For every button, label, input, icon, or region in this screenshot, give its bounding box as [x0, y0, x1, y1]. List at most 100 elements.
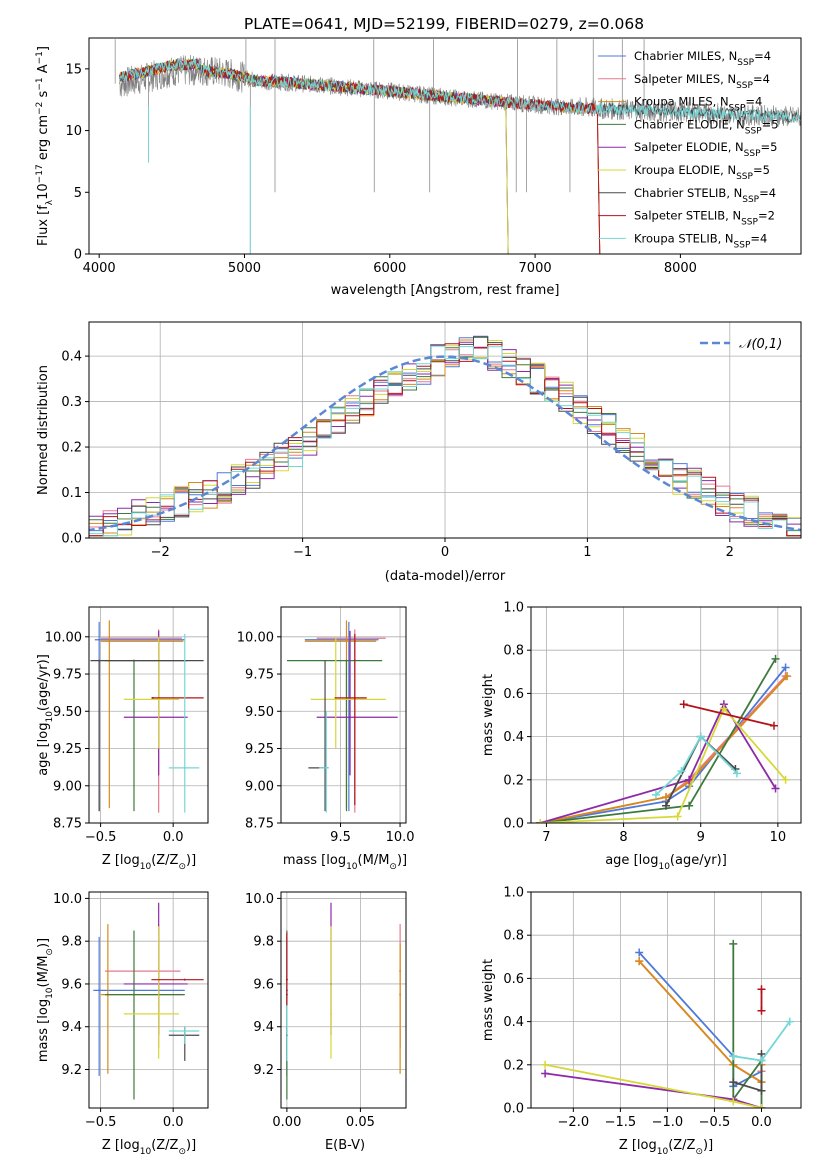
x-tick-label: 6000: [373, 261, 406, 276]
y-tick-label: 15: [65, 62, 82, 77]
label-part: =4: [750, 231, 767, 245]
y-tick-label: 9.75: [53, 668, 82, 683]
label-part: erg cm: [36, 115, 51, 164]
label-part: (Z/Z: [151, 853, 178, 868]
label-part: Flux [f: [36, 205, 51, 246]
legend-entry-ChabrierSTELIB: Chabrier STELIB, NSSP=4: [634, 186, 776, 205]
x-tick-label: 1: [583, 545, 591, 560]
y-tick-label: 0.8: [503, 929, 524, 944]
plot-area: [281, 607, 406, 823]
x-tick-label: −0.5: [85, 1115, 117, 1130]
legend-entry-SalpeterELODIE: Salpeter ELODIE, NSSP=5: [634, 140, 777, 159]
label-part: =2: [758, 209, 775, 223]
label-part: SSP: [741, 218, 758, 228]
marker-KroupaELODIE: [757, 1104, 766, 1108]
label-part: mass [log: [36, 999, 51, 1062]
axes-frame: [530, 606, 802, 824]
series-KroupaELODIE: [540, 706, 787, 823]
y-tick-label: 0.4: [503, 730, 524, 745]
plot-area: [114, 39, 801, 254]
point-KroupaELODIE: [334, 698, 337, 701]
label-part: ⊙: [695, 1147, 703, 1157]
y-tick-label: 0.4: [61, 350, 82, 365]
figure-title: PLATE=0641, MJD=52199, FIBERID=0279, z=0…: [244, 15, 644, 33]
y-tick-label: 9.8: [61, 935, 82, 950]
point-KroupaSTELIB: [325, 766, 328, 769]
label-part: −1: [35, 77, 45, 90]
point-KroupaELODIE: [330, 1012, 332, 1015]
y-tick-label: 0.2: [503, 1058, 524, 1073]
x-tick-label: −2: [151, 545, 170, 560]
label-part: 10: [140, 1147, 152, 1157]
x-tick-label: 7000: [519, 261, 552, 276]
marker-KroupaSTELIB: [651, 790, 660, 799]
label-part: )]: [186, 853, 196, 868]
label-part: ⊙: [45, 948, 55, 956]
label-part: ⊙: [389, 862, 397, 872]
y-tick-label: 0.1: [61, 486, 82, 501]
marker-KroupaSTELIB: [729, 1052, 738, 1061]
x-tick-label: 0.0: [751, 1115, 772, 1130]
y-tick-label: 8.75: [53, 817, 82, 832]
legend-entry-SalpeterMILES: Salpeter MILES, NSSP=4: [634, 72, 770, 91]
label-part: )]: [703, 1138, 713, 1153]
label-part: Z [log: [102, 1138, 140, 1153]
x-tick-label: 10: [770, 830, 787, 845]
legend-entry-ChabrierMILES: Chabrier MILES, NSSP=4: [634, 49, 771, 68]
point-SalpeterSTELIB: [353, 696, 356, 699]
legend-entry-KroupaMILES: Kroupa MILES, NSSP=4: [634, 95, 762, 114]
label-part: SSP: [729, 104, 746, 114]
label-part: )]: [36, 938, 51, 948]
point-KroupaELODIE: [157, 1012, 160, 1015]
x-tick-label: −1.5: [605, 1115, 637, 1130]
x-axis-label: Z [log10(Z/Z⊙)]: [619, 1138, 713, 1157]
series-KroupaELODIE: [544, 1063, 762, 1108]
y-tick-label: 0.3: [61, 395, 82, 410]
series-SalpeterSTELIB: [683, 703, 775, 727]
marker-SalpeterSTELIB: [770, 721, 778, 730]
label-part: (Z/Z: [668, 1138, 695, 1153]
y-axis-label: age [log10(age/yr)]: [36, 654, 55, 776]
y-tick-label: 10.0: [245, 892, 274, 907]
x-axis-label: (data-model)/error: [385, 569, 506, 584]
marker-SalpeterELODIE: [685, 775, 694, 784]
spectrum-legend: Chabrier MILES, NSSP=4 Salpeter MILES, NS…: [598, 49, 779, 250]
y-tick-label: 9.4: [253, 1020, 274, 1035]
y-tick-label: 8.75: [245, 817, 274, 832]
label-part: =4: [759, 186, 776, 200]
point-ChabrierSTELIB: [98, 659, 101, 662]
point-KroupaMILES: [108, 640, 111, 643]
plot-area: [89, 607, 208, 823]
label-part: Chabrier STELIB, N: [634, 186, 742, 200]
data-spectrum: [119, 54, 801, 128]
label-part: )]: [397, 853, 407, 868]
label-part: 10: [657, 1147, 669, 1157]
plot-area: [531, 892, 801, 1108]
marker-KroupaSTELIB: [696, 732, 705, 741]
y-axis-label: Flux [fλ10−17 erg cm−2 s−1 A−1]: [35, 46, 55, 246]
point-SalpeterSTELIB: [285, 978, 288, 981]
point-ChabrierELODIE: [345, 659, 348, 662]
label-part: (age/yr)]: [36, 654, 51, 711]
x-axis-label: Z [log10(Z/Z⊙)]: [102, 1138, 196, 1157]
y-axis-label: mass weight: [481, 674, 496, 756]
y-tick-label: 0.0: [503, 1102, 524, 1117]
x-tick-label: 9.5: [330, 830, 351, 845]
x-tick-label: 5000: [228, 261, 261, 276]
legend-entry-SalpeterSTELIB: Salpeter STELIB, NSSP=2: [634, 209, 775, 228]
series-SalpeterELODIE: [544, 1072, 762, 1108]
histogram-KroupaSTELIB: [89, 345, 801, 537]
x-tick-label: 0.0: [163, 1115, 184, 1130]
plot-area: [531, 607, 801, 823]
point-SalpeterSTELIB: [183, 978, 186, 981]
legend-entry-KroupaELODIE: Kroupa ELODIE, NSSP=5: [634, 163, 770, 182]
label-part: −2: [35, 102, 45, 115]
point-KroupaSTELIB: [183, 766, 186, 769]
point-ChabrierELODIE: [132, 993, 135, 996]
x-tick-label: 10.0: [386, 830, 415, 845]
plot-area: [89, 322, 801, 538]
x-axis-label: Z [log10(Z/Z⊙)]: [102, 853, 196, 872]
x-tick-label: −1: [293, 545, 312, 560]
marker-ChabrierMILES: [781, 663, 790, 672]
